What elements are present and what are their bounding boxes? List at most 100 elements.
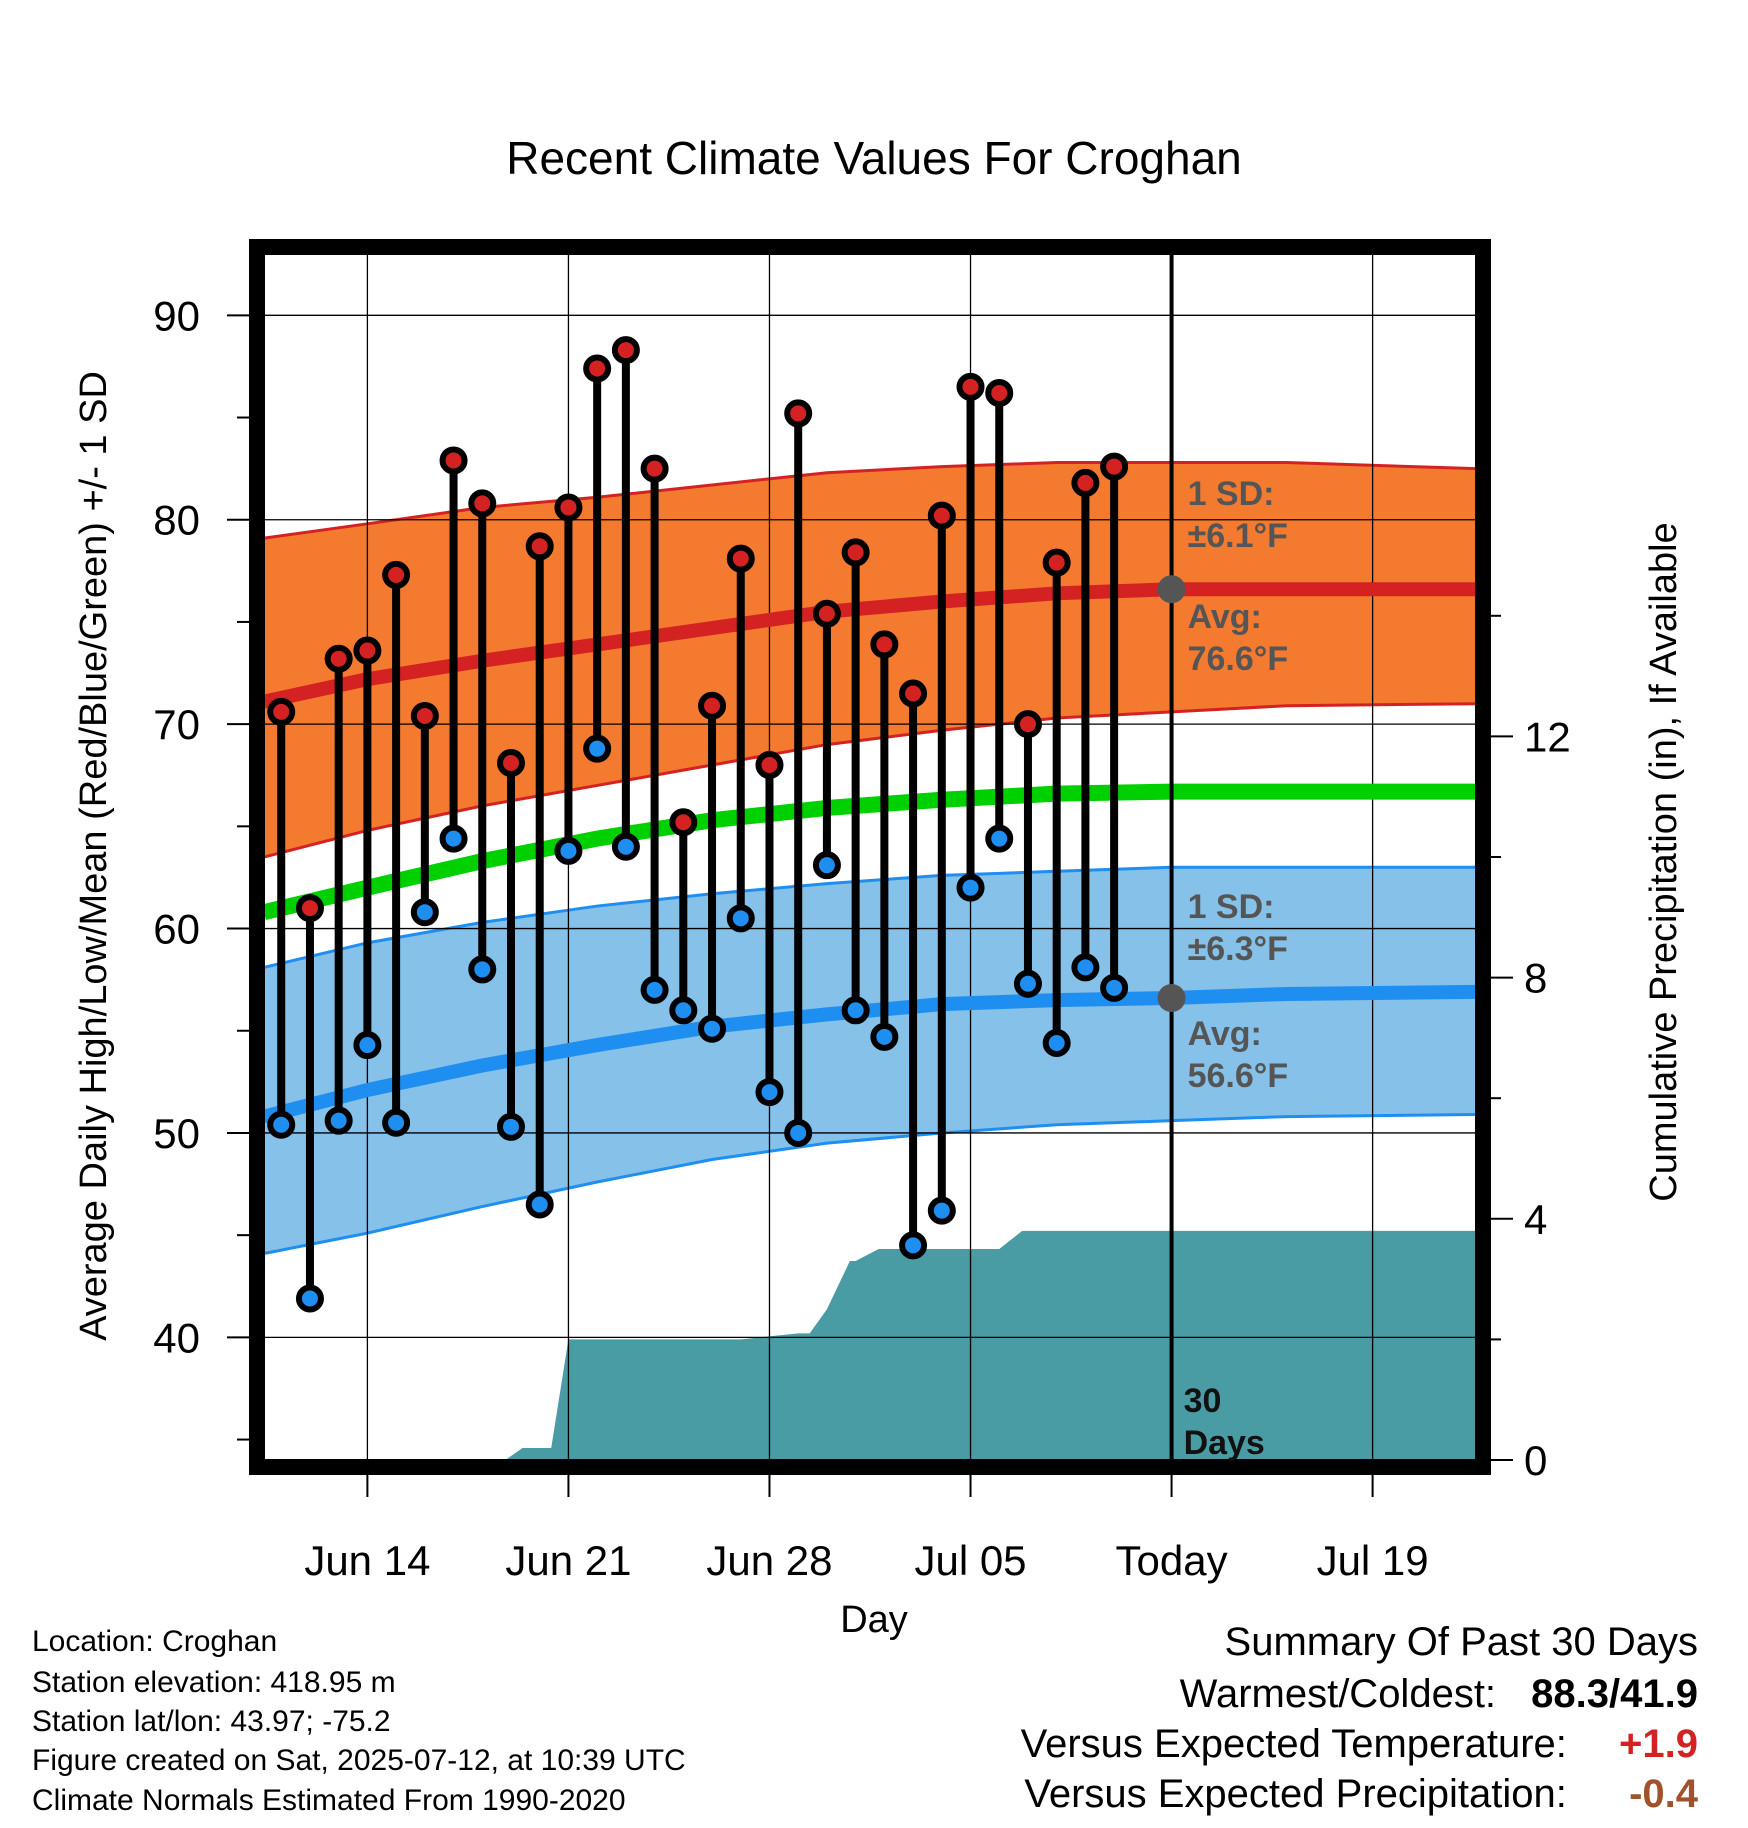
daily-low-marker (1100, 973, 1129, 1002)
info-latlon: Station lat/lon: 43.97; -75.2 (32, 1705, 391, 1738)
x-tick-label: Today (1116, 1537, 1228, 1584)
y-axis-title: Average Daily High/Low/Mean (Red/Blue/Gr… (73, 371, 115, 1341)
y-tick-label: 60 (153, 906, 200, 953)
daily-low-marker (1042, 1029, 1071, 1058)
window-unit: Days (1184, 1424, 1265, 1462)
window-count: 30 (1184, 1382, 1222, 1420)
y-tick-label: 90 (153, 292, 200, 339)
x-tick-label: Jul 05 (914, 1537, 1026, 1584)
low-band-lower-edge (264, 1113, 1476, 1256)
daily-high-marker (985, 378, 1014, 407)
daily-low-marker (410, 898, 439, 927)
daily-low-marker (669, 996, 698, 1025)
daily-high-marker (382, 560, 411, 589)
daily-low-marker (295, 1284, 324, 1313)
summary-temp-row: Versus Expected Temperature: +1.9 (1021, 1722, 1698, 1767)
daily-low-marker (525, 1190, 554, 1219)
info-location: Location: Croghan (32, 1625, 278, 1658)
info-elevation: Station elevation: 418.95 m (32, 1666, 396, 1699)
daily-high-marker (611, 336, 640, 365)
y-tick-label: 40 (153, 1314, 200, 1361)
y-tick-label: 70 (153, 701, 200, 748)
daily-high-marker (870, 630, 899, 659)
daily-high-marker (583, 354, 612, 383)
summary-title: Summary Of Past 30 Days (1224, 1620, 1698, 1664)
daily-high-marker (554, 493, 583, 522)
summary-precip-value: -0.4 (1629, 1772, 1698, 1816)
daily-high-marker (899, 679, 928, 708)
y2-tick-label: 12 (1524, 713, 1571, 760)
daily-low-marker (1071, 953, 1100, 982)
daily-high-marker (755, 751, 784, 780)
daily-high-marker (468, 489, 497, 518)
daily-high-marker (927, 501, 956, 530)
daily-low-marker (353, 1031, 382, 1060)
y2-tick-label: 0 (1524, 1437, 1547, 1484)
y2-tick-label: 8 (1524, 955, 1547, 1002)
daily-low-marker (870, 1022, 899, 1051)
daily-low-marker (812, 851, 841, 880)
y-tick-label: 80 (153, 497, 200, 544)
daily-low-marker (726, 904, 755, 933)
daily-low-marker (267, 1110, 296, 1139)
daily-low-marker (324, 1106, 353, 1135)
summary-precip-label: Versus Expected Precipitation: (1024, 1772, 1567, 1816)
daily-low-marker (899, 1231, 928, 1260)
daily-high-marker (1100, 452, 1129, 481)
y2-tick-label: 4 (1524, 1196, 1547, 1243)
daily-high-marker (1042, 548, 1071, 577)
daily-high-marker (295, 894, 324, 923)
summary-warmest-value: 88.3/41.9 (1531, 1672, 1698, 1716)
low-sd-band (264, 867, 1476, 1254)
daily-low-marker (784, 1118, 813, 1147)
daily-high-marker (1013, 710, 1042, 739)
daily-low-marker (956, 873, 985, 902)
daily-low-marker (927, 1196, 956, 1225)
normal-low-line (264, 984, 1476, 1124)
x-tick-label: Jun 28 (706, 1537, 832, 1584)
x-tick-label: Jul 19 (1317, 1537, 1429, 1584)
summary-warmest-row: Warmest/Coldest: 88.3/41.9 (1180, 1672, 1698, 1717)
daily-low-marker (755, 1078, 784, 1107)
daily-high-marker (496, 748, 525, 777)
x-tick-label: Jun 21 (505, 1537, 631, 1584)
summary-warmest-label: Warmest/Coldest: (1179, 1672, 1497, 1716)
high-avg-value: 76.6°F (1188, 640, 1289, 678)
high-avg-label: Avg: (1188, 598, 1262, 636)
plot-frame (249, 239, 1491, 1475)
daily-high-marker (353, 636, 382, 665)
daily-low-marker (583, 734, 612, 763)
chart-title: Recent Climate Values For Croghan (506, 132, 1241, 184)
precip-area (264, 1230, 1476, 1460)
daily-low-marker (640, 975, 669, 1004)
daily-high-marker (439, 446, 468, 475)
info-created: Figure created on Sat, 2025-07-12, at 10… (32, 1744, 686, 1777)
daily-low-marker (985, 824, 1014, 853)
daily-low-marker (496, 1112, 525, 1141)
low-avg-value: 56.6°F (1188, 1057, 1289, 1095)
info-normals: Climate Normals Estimated From 1990-2020 (32, 1784, 626, 1817)
today-normal-low-marker (1157, 984, 1186, 1013)
low-avg-label: Avg: (1188, 1015, 1262, 1053)
high-sd-value: ±6.1°F (1188, 517, 1288, 555)
low-sd-value: ±6.3°F (1188, 930, 1288, 968)
daily-high-marker (956, 372, 985, 401)
y-tick-label: 50 (153, 1110, 200, 1157)
daily-low-marker (439, 824, 468, 853)
daily-high-marker (1071, 468, 1100, 497)
daily-high-marker (410, 701, 439, 730)
daily-high-marker (324, 644, 353, 673)
daily-high-marker (669, 808, 698, 837)
daily-high-marker (841, 538, 870, 567)
summary-temp-value: +1.9 (1619, 1722, 1698, 1766)
daily-low-marker (382, 1108, 411, 1137)
daily-low-marker (554, 836, 583, 865)
daily-low-marker (841, 996, 870, 1025)
daily-low-marker (1013, 969, 1042, 998)
x-axis-title: Day (840, 1599, 908, 1641)
x-tick-label: Jun 14 (304, 1537, 430, 1584)
summary-precip-row: Versus Expected Precipitation: -0.4 (1024, 1772, 1698, 1817)
daily-low-marker (468, 955, 497, 984)
daily-high-marker (698, 691, 727, 720)
